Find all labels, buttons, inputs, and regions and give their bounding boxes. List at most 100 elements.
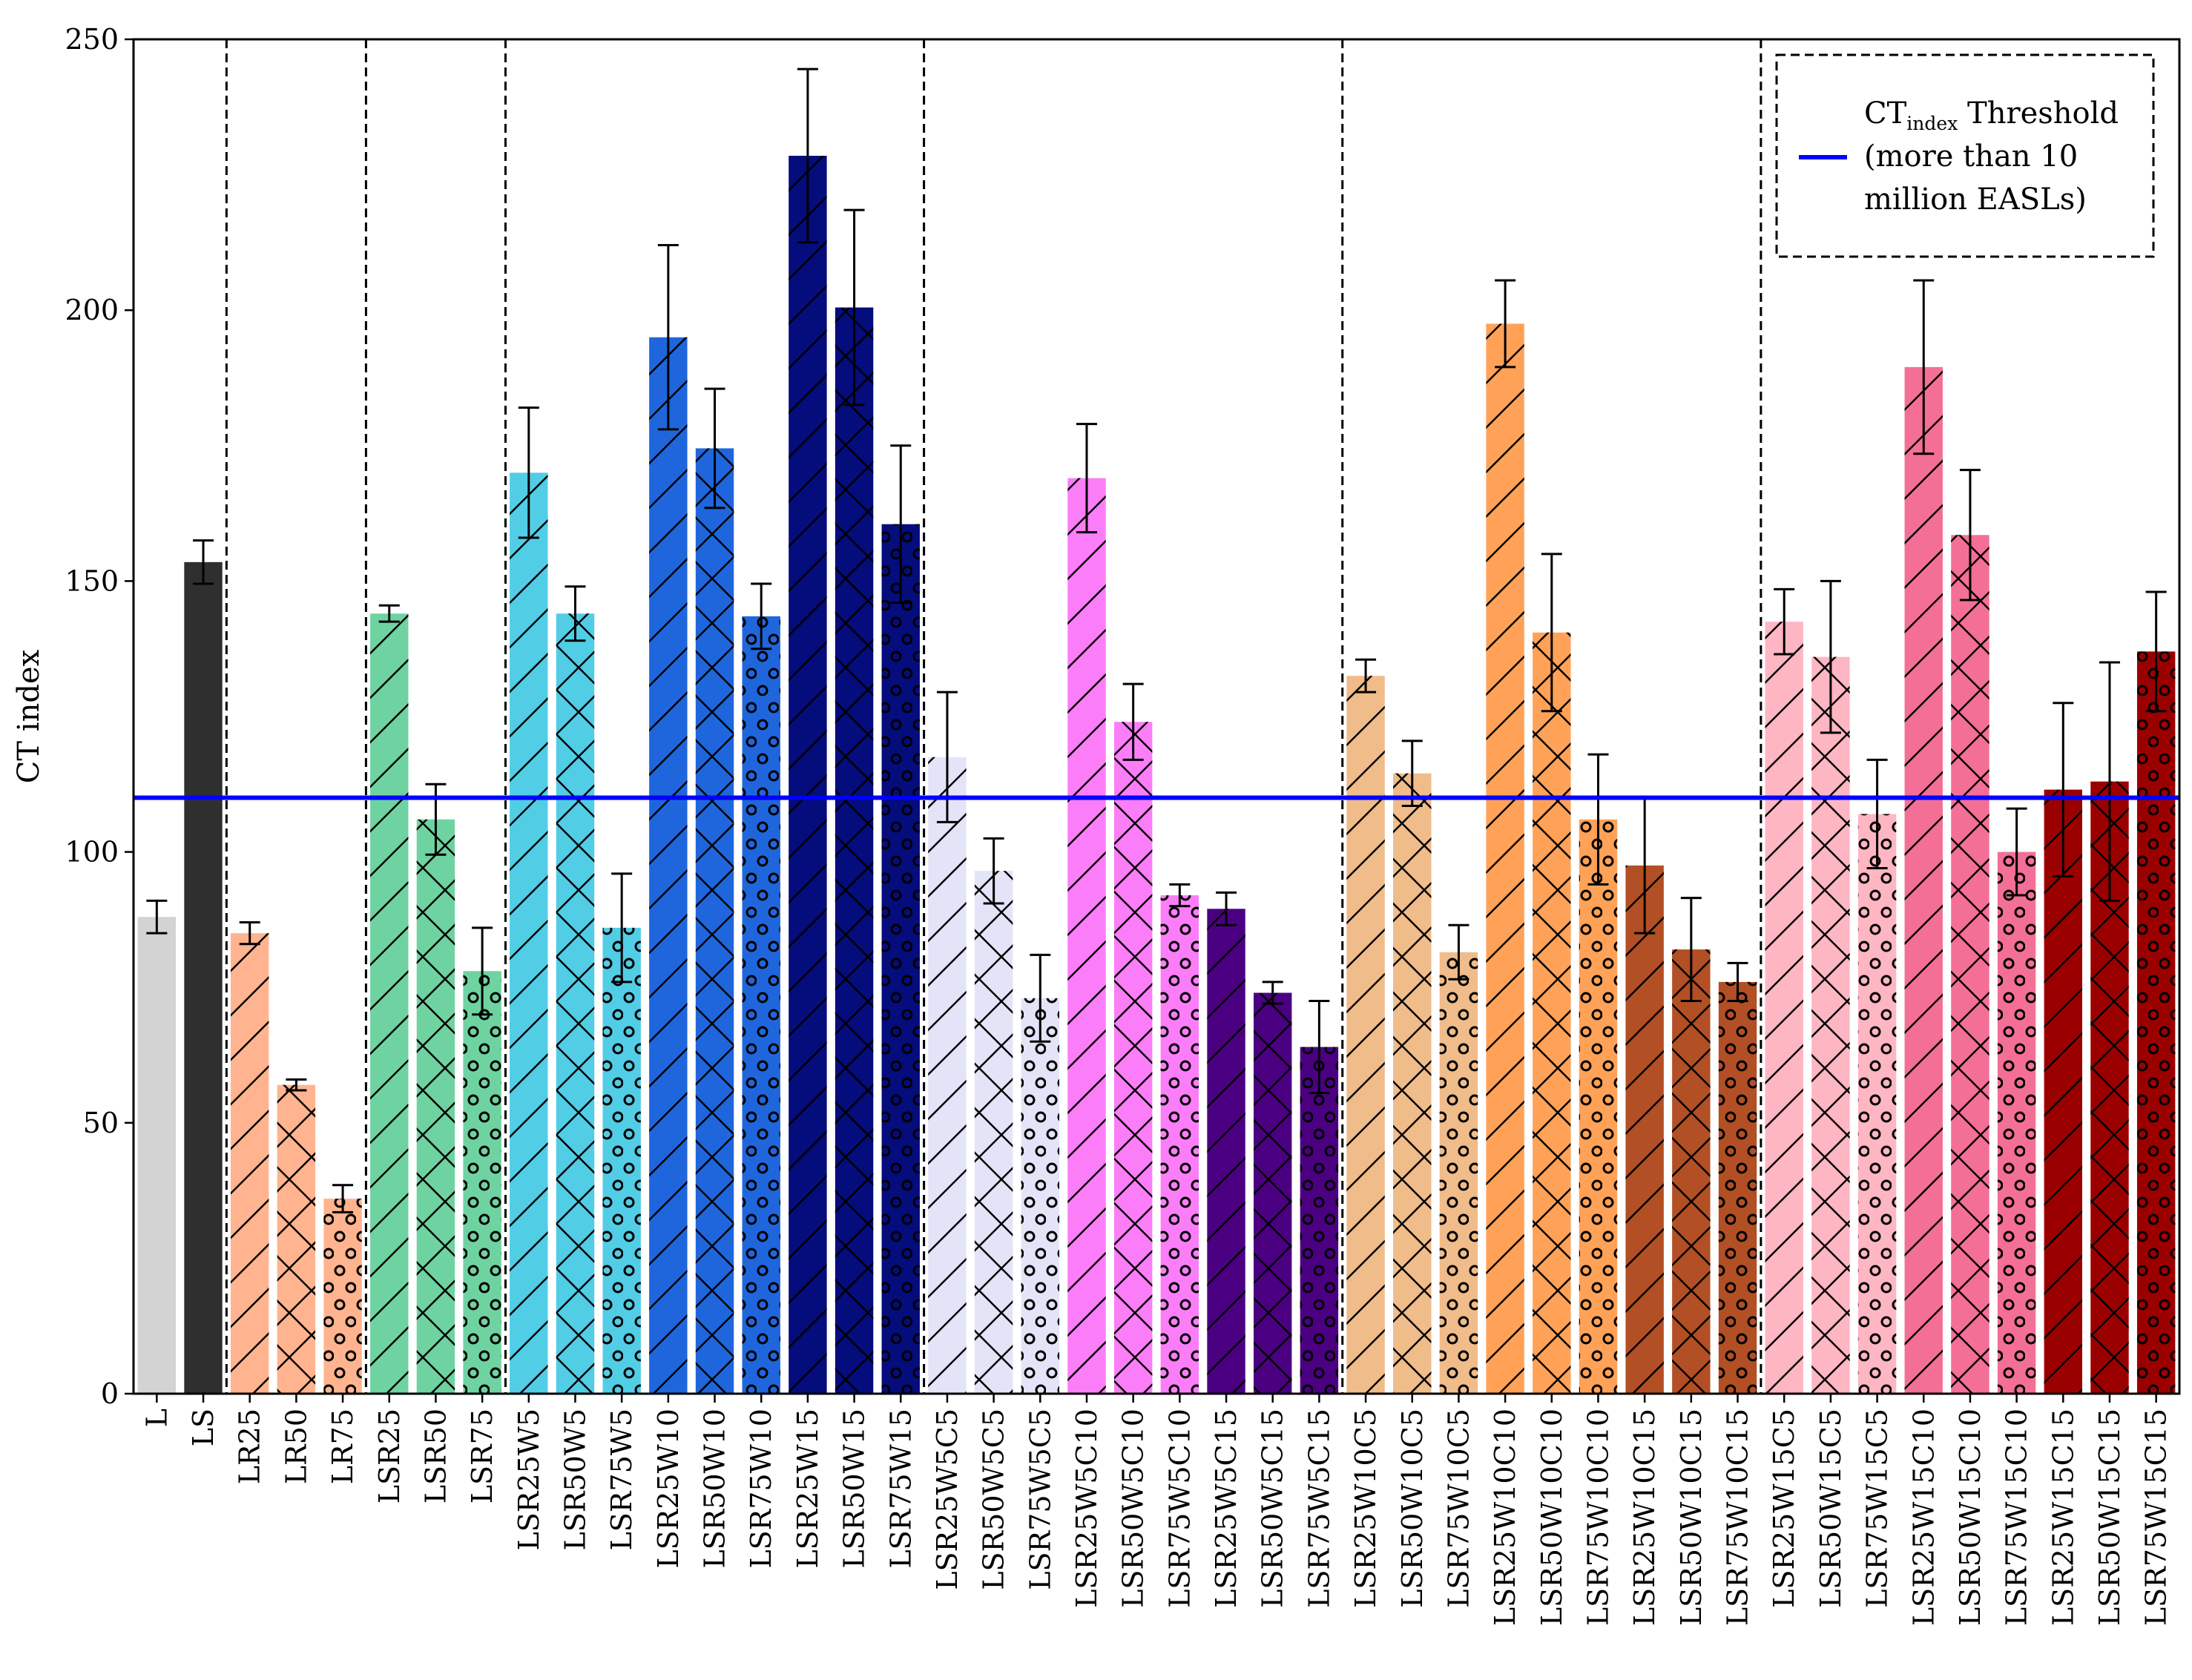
bar-LS — [184, 561, 223, 1394]
y-tick-label-150: 150 — [65, 564, 119, 597]
x-axis: L LS LR25 LR50 LR75 LSR25 LSR50 LSR75 LSR25W5 LSR… — [140, 1394, 2173, 1626]
y-tick-label-250: 250 — [65, 23, 119, 56]
y-axis: 0 50 100 150 200 250 — [65, 23, 134, 1410]
error-bar-LSR25W5C5 — [936, 691, 958, 823]
y-axis-title: CT index — [12, 649, 46, 783]
x-tick-label-LR75: LR75 — [326, 1409, 359, 1484]
error-bar-LSR50W15C5 — [1820, 579, 1841, 734]
legend-line-3: million EASLs) — [1864, 182, 2087, 217]
x-tick-label-LSR75W5C5: LSR75W5C5 — [1024, 1409, 1056, 1590]
x-tick-label-LSR25W10C10: LSR25W10C10 — [1489, 1409, 1521, 1626]
bar-hatch-LSR75W15C15 — [2136, 651, 2176, 1394]
bar-hatch-LSR25W5 — [510, 472, 548, 1394]
x-tick-label-LSR25W5C15: LSR25W5C15 — [1210, 1409, 1243, 1608]
error-bar-LSR50W5 — [565, 585, 586, 642]
error-bar-LSR25W10C10 — [1495, 279, 1516, 369]
y-tick-label-0: 0 — [101, 1377, 119, 1410]
error-bar-LSR75W10C15 — [1727, 961, 1748, 1002]
bar-hatch-LSR75W10C15 — [1718, 981, 1757, 1394]
bar-hatch-LSR50W5C10 — [1113, 722, 1153, 1394]
error-bar-LSR25W15C5 — [1774, 587, 1795, 656]
bar-hatch-LSR75W15C5 — [1857, 814, 1897, 1394]
error-bar-LSR50W15C15 — [2099, 661, 2120, 902]
legend-label-rest: Threshold — [1958, 96, 2119, 131]
x-tick-label-L: L — [140, 1409, 173, 1427]
bar-hatch-LSR25W10C5 — [1346, 676, 1385, 1394]
bar-hatch-LSR50W5 — [556, 613, 595, 1394]
x-tick-label-LSR25W10: LSR25W10 — [652, 1409, 685, 1569]
x-tick-label-LSR25W15C15: LSR25W15C15 — [2047, 1409, 2079, 1626]
x-tick-label-LSR50W5C10: LSR50W5C10 — [1117, 1409, 1150, 1608]
x-tick-label-LSR50W15C5: LSR50W15C5 — [1814, 1409, 1847, 1608]
error-bar-LSR25W5C10 — [1076, 423, 1097, 534]
error-bar-LSR50W5C15 — [1262, 981, 1283, 1005]
error-bar-LSR75W15C15 — [2145, 590, 2167, 713]
bar-hatch-LSR25W15C5 — [1765, 622, 1803, 1394]
x-tick-label-LSR50W10: LSR50W10 — [699, 1409, 731, 1569]
error-bar-LSR50W10C10 — [1541, 553, 1562, 713]
y-tick-label-100: 100 — [65, 836, 119, 869]
error-bar-LSR75W5C5 — [1030, 953, 1051, 1043]
error-bar-LS — [193, 539, 214, 585]
error-bar-LR25 — [239, 921, 260, 946]
error-bar-LSR50W10 — [704, 387, 725, 510]
bar-hatch-LSR50W10C10 — [1533, 632, 1571, 1394]
x-tick-label-LSR50W10C5: LSR50W10C5 — [1396, 1409, 1429, 1608]
bar-hatch-LR75 — [323, 1199, 362, 1394]
bar-hatch-LSR75W10C5 — [1439, 952, 1478, 1394]
x-tick-label-LSR75: LSR75 — [466, 1409, 498, 1503]
x-tick-label-LSR50W15: LSR50W15 — [838, 1409, 871, 1569]
x-tick-label-LSR75W10: LSR75W10 — [745, 1409, 777, 1569]
x-tick-label-LSR50W10C15: LSR50W10C15 — [1675, 1409, 1708, 1626]
x-tick-label-LSR50W5C15: LSR50W5C15 — [1257, 1409, 1289, 1608]
x-tick-label-LSR50W5C5: LSR50W5C5 — [978, 1409, 1010, 1590]
x-tick-label-LS: LS — [187, 1409, 220, 1446]
error-bar-LR75 — [332, 1184, 354, 1213]
bar-hatch-LSR75W10 — [742, 616, 780, 1394]
x-tick-label-LSR50W5: LSR50W5 — [559, 1409, 591, 1550]
x-tick-label-LSR25W5: LSR25W5 — [513, 1409, 545, 1550]
bar-hatch-LSR25W5C15 — [1207, 909, 1245, 1394]
bar-hatch-LSR75 — [463, 971, 501, 1394]
bar-hatch-LSR50W10 — [695, 448, 734, 1394]
error-bar-LR50 — [286, 1078, 307, 1092]
x-tick-label-LSR75W10C10: LSR75W10C10 — [1582, 1409, 1614, 1626]
error-bar-LSR25W5C15 — [1216, 891, 1237, 926]
x-tick-label-LSR75W15C15: LSR75W15C15 — [2140, 1409, 2173, 1626]
error-bar-LSR75W10 — [751, 582, 772, 650]
bar-hatch-LSR50 — [416, 819, 455, 1394]
bar-hatch-LSR75W15 — [881, 524, 920, 1394]
bar-hatch-LSR75W15C10 — [1997, 851, 2036, 1394]
error-bar-LSR50W5C5 — [983, 837, 1004, 905]
bars — [137, 156, 2176, 1394]
x-tick-label-LSR50W10C10: LSR50W10C10 — [1536, 1409, 1568, 1626]
error-bar-LSR75W5C15 — [1309, 999, 1330, 1095]
error-bar-LSR50W15C10 — [1959, 469, 1981, 602]
bar-hatch-LSR75W10C10 — [1579, 819, 1618, 1394]
error-bar-LSR25W10 — [657, 244, 679, 431]
bar-hatch-LSR25 — [370, 613, 409, 1394]
legend-box — [1775, 53, 2155, 258]
bar-hatch-LSR75W5C5 — [1021, 998, 1059, 1394]
x-tick-label-LSR50: LSR50 — [419, 1409, 452, 1503]
error-bar-LSR75W5 — [611, 872, 633, 984]
x-tick-label-LSR75W10C5: LSR75W10C5 — [1442, 1409, 1475, 1608]
x-tick-label-LSR50W15C10: LSR50W15C10 — [1954, 1409, 1987, 1626]
bar-hatch-LSR75W5C10 — [1160, 895, 1199, 1394]
bar-hatch-LSR25W5C10 — [1067, 478, 1106, 1394]
error-bar-LSR25W5 — [518, 406, 539, 539]
bar-hatch-LSR50W5C15 — [1254, 992, 1292, 1394]
error-bar-LSR75 — [472, 926, 493, 1016]
bar-hatch-LSR25W15 — [789, 156, 827, 1394]
legend-label-main: CT — [1864, 96, 1907, 131]
error-bars — [146, 67, 2167, 1213]
group-separators — [225, 39, 1763, 1394]
bar-hatch-LSR50W10C15 — [1672, 949, 1711, 1394]
x-tick-label-LR25: LR25 — [234, 1409, 266, 1484]
bar-hatch-LSR50W5C5 — [974, 871, 1013, 1394]
x-tick-label-LSR25W5C10: LSR25W5C10 — [1070, 1409, 1103, 1608]
plot-frame — [132, 38, 2181, 1395]
x-tick-label-LSR25W5C5: LSR25W5C5 — [931, 1409, 964, 1590]
bar-hatch-LSR50W10C5 — [1393, 773, 1432, 1394]
x-tick-label-LSR75W5C15: LSR75W5C15 — [1303, 1409, 1335, 1608]
